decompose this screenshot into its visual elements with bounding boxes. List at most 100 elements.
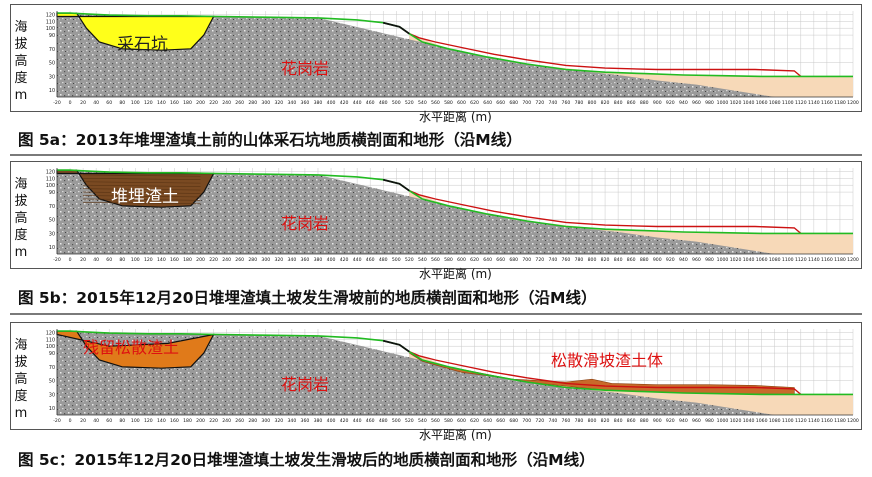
x-tick-label: 400 [327, 257, 336, 263]
x-tick-label: 300 [261, 257, 270, 263]
y-tick-label: 120 [46, 12, 55, 18]
x-tick-label: 620 [470, 100, 479, 106]
soil-texture-line [83, 188, 201, 191]
y-tick-label: 70 [49, 204, 55, 210]
x-tick-label: 840 [614, 257, 623, 263]
x-tick-label: 660 [496, 418, 505, 424]
x-tick-label: 980 [705, 257, 714, 263]
x-tick-label: 260 [235, 100, 244, 106]
x-tick-label: 80 [119, 257, 125, 263]
x-tick-label: 1080 [769, 418, 781, 424]
x-tick-label: 680 [509, 100, 518, 106]
x-tick-label: -20 [53, 418, 61, 424]
x-tick-label: 1120 [795, 257, 807, 263]
x-tick-label: 460 [366, 418, 375, 424]
x-tick-label: 440 [353, 418, 362, 424]
y-tick-label: 110 [46, 19, 55, 25]
x-tick-label: 240 [222, 418, 231, 424]
y-tick-label: 110 [46, 337, 55, 343]
y-label-char: m [14, 406, 28, 421]
x-tick-label: 760 [562, 100, 571, 106]
figure-caption-5c: 图 5c：2015年12月20日堆埋渣填土坡发生滑坡后的地质横剖面和地形（沿M线… [18, 451, 595, 469]
x-tick-label: 520 [405, 100, 414, 106]
x-tick-label: 180 [183, 100, 192, 106]
x-tick-label: 640 [483, 100, 492, 106]
x-tick-label: 400 [327, 100, 336, 106]
x-tick-label: 580 [444, 418, 453, 424]
x-tick-label: 1180 [834, 257, 846, 263]
x-tick-label: 440 [353, 257, 362, 263]
x-tick-label: 360 [301, 257, 310, 263]
x-tick-label: 480 [379, 418, 388, 424]
x-tick-label: 1000 [717, 418, 729, 424]
x-tick-label: 820 [601, 418, 610, 424]
slide-surface-line [399, 344, 802, 395]
x-tick-label: 20 [80, 257, 86, 263]
x-tick-label: 1080 [769, 257, 781, 263]
x-tick-label: 580 [444, 100, 453, 106]
y-tick-label: 50 [49, 379, 55, 385]
x-tick-label: 840 [614, 418, 623, 424]
soil-texture-line [83, 195, 201, 198]
x-tick-label: 1200 [847, 257, 859, 263]
x-tick-label: 880 [640, 418, 649, 424]
x-tick-label: 880 [640, 100, 649, 106]
x-axis-label: 水平距离 (m) [419, 267, 492, 281]
x-tick-label: 220 [209, 100, 218, 106]
x-axis-label: 水平距离 (m) [419, 428, 492, 442]
x-tick-label: 1180 [834, 100, 846, 106]
x-tick-label: 860 [627, 100, 636, 106]
x-tick-label: 720 [535, 257, 544, 263]
profile-panel-5b: 10 30 50 70 90 100 110 120 -20 0 20 40 60 80 100 120 140… [10, 161, 862, 281]
x-tick-label: 20 [80, 100, 86, 106]
x-tick-label: 900 [653, 257, 662, 263]
x-tick-label: 40 [93, 257, 99, 263]
x-tick-label: 540 [418, 257, 427, 263]
x-tick-label: 640 [483, 257, 492, 263]
x-tick-label: 760 [562, 418, 571, 424]
granite-body [57, 13, 775, 98]
y-tick-label: 100 [46, 26, 55, 32]
x-tick-label: 800 [588, 100, 597, 106]
x-tick-label: 980 [705, 100, 714, 106]
y-label-char: 海 [14, 177, 28, 192]
x-tick-label: 720 [535, 100, 544, 106]
y-axis-label: 海 拔 高 度 m [14, 176, 28, 261]
x-tick-label: 540 [418, 100, 427, 106]
x-tick-label: 740 [548, 100, 557, 106]
x-tick-label: 100 [131, 100, 140, 106]
granite-label: 花岗岩 [281, 375, 330, 394]
x-tick-label: 180 [183, 257, 192, 263]
x-tick-label: -20 [53, 100, 61, 106]
x-tick-label: 120 [144, 418, 153, 424]
x-tick-label: 940 [679, 100, 688, 106]
x-tick-label: 200 [196, 100, 205, 106]
x-tick-label: 320 [274, 257, 283, 263]
x-tick-label: 1160 [821, 100, 833, 106]
x-tick-label: 160 [170, 418, 179, 424]
x-tick-label: 680 [509, 257, 518, 263]
slide-surface-line [399, 26, 802, 77]
x-tick-label: 980 [705, 418, 714, 424]
y-label-char: m [14, 245, 28, 260]
y-label-char: m [14, 88, 28, 103]
debris-label: 松散滑坡渣土体 [551, 351, 664, 370]
x-tick-label: 280 [248, 257, 257, 263]
x-tick-label: 300 [261, 100, 270, 106]
residual-soil-label: 残留松散渣土 [83, 338, 180, 357]
x-tick-label: 260 [235, 257, 244, 263]
y-label-char: 海 [14, 338, 28, 353]
x-tick-label: 1180 [834, 418, 846, 424]
x-tick-label: 300 [261, 418, 270, 424]
x-tick-label: 840 [614, 100, 623, 106]
x-tick-label: 1140 [808, 100, 820, 106]
x-tick-label: 180 [183, 418, 192, 424]
soil-texture-line [83, 178, 201, 180]
y-tick-label: 30 [49, 74, 55, 80]
pit-label: 堆埋渣土 [111, 187, 179, 207]
x-tick-label: 900 [653, 100, 662, 106]
soil-texture-line [83, 181, 201, 184]
y-tick-label: 70 [49, 47, 55, 53]
x-tick-label: 420 [340, 418, 349, 424]
y-axis-label: 海 拔 高 度 m [14, 19, 28, 104]
